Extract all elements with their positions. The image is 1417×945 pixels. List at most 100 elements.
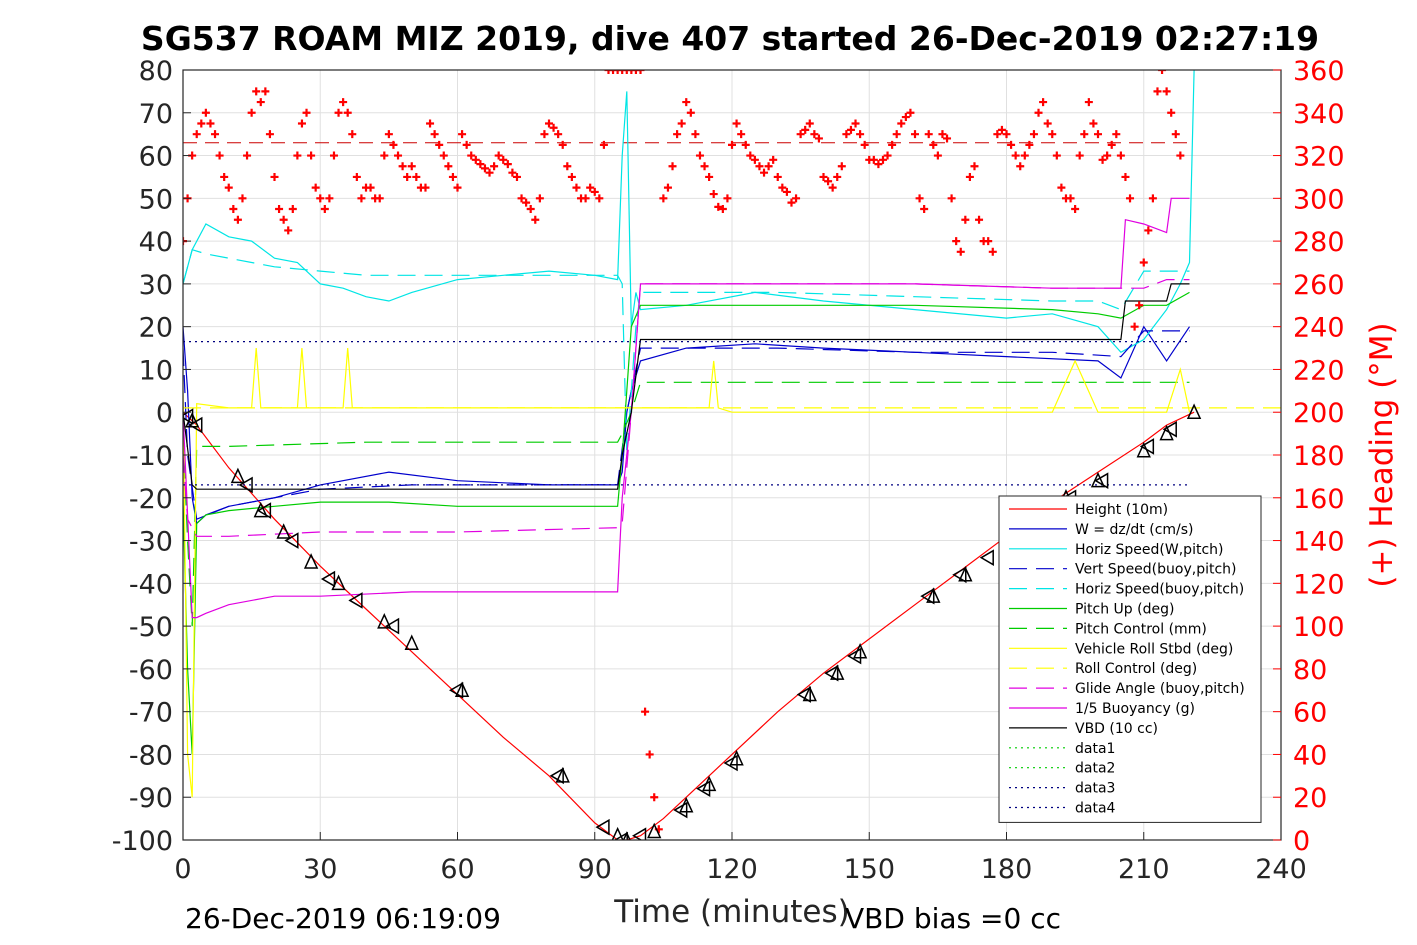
- right-tick-label: 60: [1293, 698, 1327, 729]
- legend-label: Vehicle Roll Stbd (deg): [1075, 641, 1233, 657]
- heading-point: [595, 194, 604, 203]
- y2-axis-label: (+) Heading (°M): [1364, 322, 1400, 587]
- heading-point: [778, 183, 787, 192]
- heading-point: [952, 237, 961, 246]
- x-tick-label: 90: [578, 854, 612, 885]
- right-tick-label: 160: [1293, 484, 1345, 515]
- profile-marker: [1139, 438, 1155, 455]
- right-tick-label: 280: [1293, 227, 1345, 258]
- heading-point: [1052, 151, 1061, 160]
- heading-point: [256, 98, 265, 107]
- heading-point: [480, 164, 489, 173]
- heading-point: [842, 130, 851, 139]
- heading-point: [247, 108, 256, 117]
- heading-point: [787, 198, 796, 207]
- profile-marker: [230, 467, 246, 484]
- heading-point: [888, 140, 897, 149]
- legend-label: data4: [1075, 801, 1116, 817]
- heading-point: [339, 98, 348, 107]
- heading-point: [892, 130, 901, 139]
- heading-point: [325, 194, 334, 203]
- heading-point: [1094, 130, 1102, 139]
- heading-point: [901, 113, 910, 122]
- heading-point: [1162, 87, 1171, 96]
- right-tick-label: 300: [1293, 184, 1345, 215]
- profile-marker: [647, 822, 662, 839]
- heading-point: [375, 194, 384, 203]
- legend-label: W = dz/dt (cm/s): [1075, 522, 1194, 538]
- heading-point: [389, 140, 398, 149]
- heading-point: [714, 202, 723, 211]
- heading-point: [275, 205, 284, 214]
- heading-point: [1084, 98, 1093, 107]
- heading-point: [846, 125, 855, 134]
- heading-point: [512, 172, 521, 181]
- heading-point: [682, 98, 691, 107]
- profile-marker: [377, 613, 392, 629]
- right-tick-label: 180: [1293, 441, 1345, 472]
- x-tick-label: 210: [1118, 854, 1170, 885]
- heading-point: [1167, 108, 1176, 117]
- heading-point: [1130, 322, 1139, 331]
- heading-point: [320, 205, 329, 214]
- right-tick-label: 140: [1293, 527, 1345, 558]
- heading-point: [540, 130, 549, 139]
- profile-marker: [679, 796, 694, 813]
- heading-point: [1171, 130, 1180, 139]
- heading-point: [572, 183, 581, 192]
- left-tick-label: 10: [139, 355, 173, 386]
- heading-point: [755, 162, 764, 171]
- heading-point: [517, 194, 526, 203]
- footer-vbd-bias: VBD bias =0 cc: [845, 902, 1061, 935]
- heading-point: [458, 130, 467, 139]
- heading-point: [1116, 151, 1125, 160]
- profile-marker: [696, 780, 711, 797]
- heading-point: [668, 162, 677, 171]
- profile-marker: [830, 664, 845, 680]
- heading-point: [467, 151, 476, 160]
- series-1-5-buoyancy-g-: [183, 197, 1190, 619]
- heading-point: [641, 707, 650, 716]
- heading-point: [796, 130, 805, 139]
- x-tick-label: 30: [303, 854, 337, 885]
- heading-point: [499, 155, 508, 164]
- heading-point: [243, 151, 252, 160]
- heading-point: [1071, 205, 1080, 214]
- heading-point: [897, 119, 906, 128]
- series-horiz-speed-buoy-pitch-: [183, 248, 1190, 456]
- legend-label: Pitch Up (deg): [1075, 602, 1174, 618]
- heading-point: [567, 172, 576, 181]
- heading-point: [229, 205, 238, 214]
- heading-point: [609, 70, 618, 74]
- heading-point: [906, 108, 915, 117]
- profile-marker: [613, 831, 628, 840]
- heading-point: [938, 130, 947, 139]
- heading-point: [439, 151, 448, 160]
- heading-point: [252, 87, 261, 96]
- legend-box: [998, 495, 1262, 823]
- heading-point: [1020, 151, 1029, 160]
- profile-marker: [723, 754, 738, 772]
- heading-point: [933, 151, 942, 160]
- heading-point: [1126, 194, 1135, 203]
- heading-point: [233, 215, 242, 224]
- left-tick-label: -40: [129, 569, 173, 600]
- heading-point: [206, 119, 215, 128]
- heading-point: [709, 190, 718, 199]
- profile-marker: [611, 826, 624, 840]
- left-tick-label: 30: [139, 270, 173, 301]
- heading-point: [1011, 151, 1020, 160]
- heading-point: [970, 162, 979, 171]
- legend-label: Height (10m): [1075, 502, 1168, 518]
- legend-label: data1: [1075, 741, 1115, 757]
- heading-point: [915, 194, 924, 203]
- heading-point: [348, 130, 357, 139]
- right-axis-ticks: 3603403203002802602402202001801601401201…: [1273, 56, 1345, 857]
- profile-marker: [188, 416, 203, 434]
- heading-point: [837, 162, 846, 171]
- profile-marker: [284, 532, 299, 549]
- legend: Height (10m) W = dz/dt (cm/s) Horiz Speed(…: [998, 495, 1262, 823]
- right-tick-label: 340: [1293, 99, 1345, 130]
- heading-point: [238, 194, 247, 203]
- x-axis-label: Time (minutes): [613, 894, 849, 930]
